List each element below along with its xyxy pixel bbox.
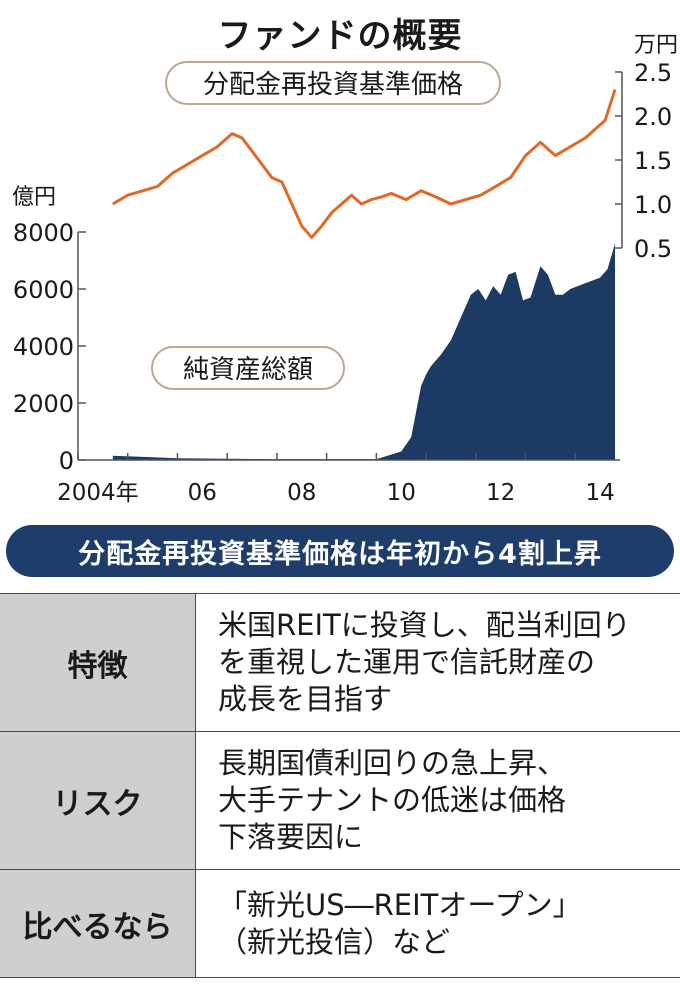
y-tick-label-left: 8000 — [13, 219, 74, 247]
price-line — [112, 89, 617, 239]
row-label: リスク — [0, 731, 196, 870]
row-value-line: 下落要因に — [218, 820, 364, 854]
y-tick-label-left: 2000 — [13, 390, 74, 418]
row-value: 米国REITに投資し、配当利回り を重視した運用で信託財産の 成長を目指す — [195, 593, 680, 732]
row-value-line: 成長を目指す — [218, 682, 393, 716]
y-tick-label-right: 0.5 — [634, 235, 672, 263]
row-value-line: （新光投信）など — [218, 924, 451, 959]
headline-banner: 分配金再投資基準価格は年初から4割上昇 — [6, 525, 674, 577]
x-tick-label: 06 — [188, 480, 217, 506]
y-tick-label-left: 0 — [59, 447, 74, 475]
x-tick-label: 10 — [387, 480, 416, 506]
table-row: 特徴 米国REITに投資し、配当利回り を重視した運用で信託財産の 成長を目指す — [0, 593, 680, 732]
row-value-line: 米国REITに投資し、配当利回り — [218, 608, 631, 642]
assets-series-label: 純資産総額 — [183, 355, 313, 385]
x-tick-label: 14 — [585, 480, 614, 506]
chart-canvas: 0 2000 4000 6000 8000 億円 2004年 06 08 10 12 14 0.5 1.0… — [12, 33, 678, 506]
price-series-label-box — [165, 61, 501, 105]
x-tick-label: 08 — [287, 480, 316, 506]
y-tick-label-right: 2.0 — [634, 103, 672, 131]
fund-info-table: 特徴 米国REITに投資し、配当利回り を重視した運用で信託財産の 成長を目指す… — [0, 593, 680, 978]
net-assets-area — [112, 243, 616, 460]
table-row: リスク 長期国債利回りの急上昇、 大手テナントの低迷は価格 下落要因に — [0, 731, 680, 870]
table-row: 比べるなら 「新光US―REITオープン」 （新光投信）など — [0, 869, 680, 978]
row-value-line: 大手テナントの低迷は価格 — [218, 783, 567, 817]
fund-chart: 0 2000 4000 6000 8000 億円 2004年 06 08 10 12 14 0.5 1.0… — [12, 33, 678, 506]
y-tick-label-right: 1.5 — [634, 147, 672, 175]
row-label: 比べるなら — [0, 869, 196, 978]
y-tick-label-right: 1.0 — [634, 191, 672, 219]
price-series-label: 分配金再投資基準価格 — [203, 70, 463, 100]
page-title: ファンドの概要 — [217, 16, 463, 56]
y-tick-label-left: 4000 — [13, 333, 74, 361]
x-tick-label: 2004年 — [57, 480, 139, 506]
assets-series-label-box — [151, 346, 345, 390]
y-axis-unit-right: 万円 — [634, 33, 678, 58]
y-tick-label-left: 6000 — [13, 276, 74, 304]
x-tick-label: 12 — [486, 480, 515, 506]
row-value-line: を重視した運用で信託財産の — [218, 645, 596, 679]
row-label: 特徴 — [0, 593, 196, 732]
row-value: 長期国債利回りの急上昇、 大手テナントの低迷は価格 下落要因に — [195, 731, 680, 870]
row-value: 「新光US―REITオープン」 （新光投信）など — [195, 869, 680, 978]
row-value-line: 長期国債利回りの急上昇、 — [218, 746, 567, 780]
y-axis-unit-left: 億円 — [12, 185, 56, 210]
row-value-line: 「新光US―REITオープン」 — [218, 887, 582, 922]
y-tick-label-right: 2.5 — [634, 59, 672, 87]
